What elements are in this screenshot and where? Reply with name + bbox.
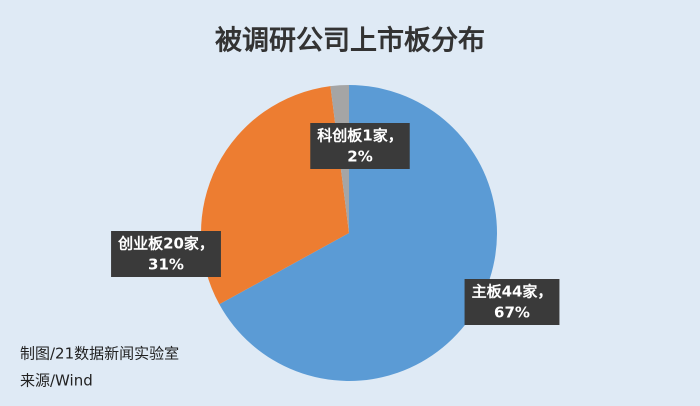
pie-slice xyxy=(219,85,498,382)
data-label: 科创板1家， 2% xyxy=(310,123,410,169)
label-category: 主板44家， xyxy=(472,283,553,301)
label-box xyxy=(464,279,560,325)
annotation: 来源/Wind xyxy=(20,372,93,390)
label-category: 科创板1家， xyxy=(317,127,402,145)
data-label: 主板44家， 67% xyxy=(464,279,560,325)
annotation: 制图/21数据新闻实验室 xyxy=(20,345,179,363)
label-box xyxy=(111,231,221,277)
label-value: 31% xyxy=(148,256,184,274)
chart-title: 被调研公司上市板分布 xyxy=(215,25,485,57)
label-value: 2% xyxy=(347,148,372,166)
data-label: 创业板20家， 31% xyxy=(111,231,221,277)
label-box xyxy=(310,123,410,169)
label-category: 创业板20家， xyxy=(117,235,214,253)
label-value: 67% xyxy=(494,304,530,322)
